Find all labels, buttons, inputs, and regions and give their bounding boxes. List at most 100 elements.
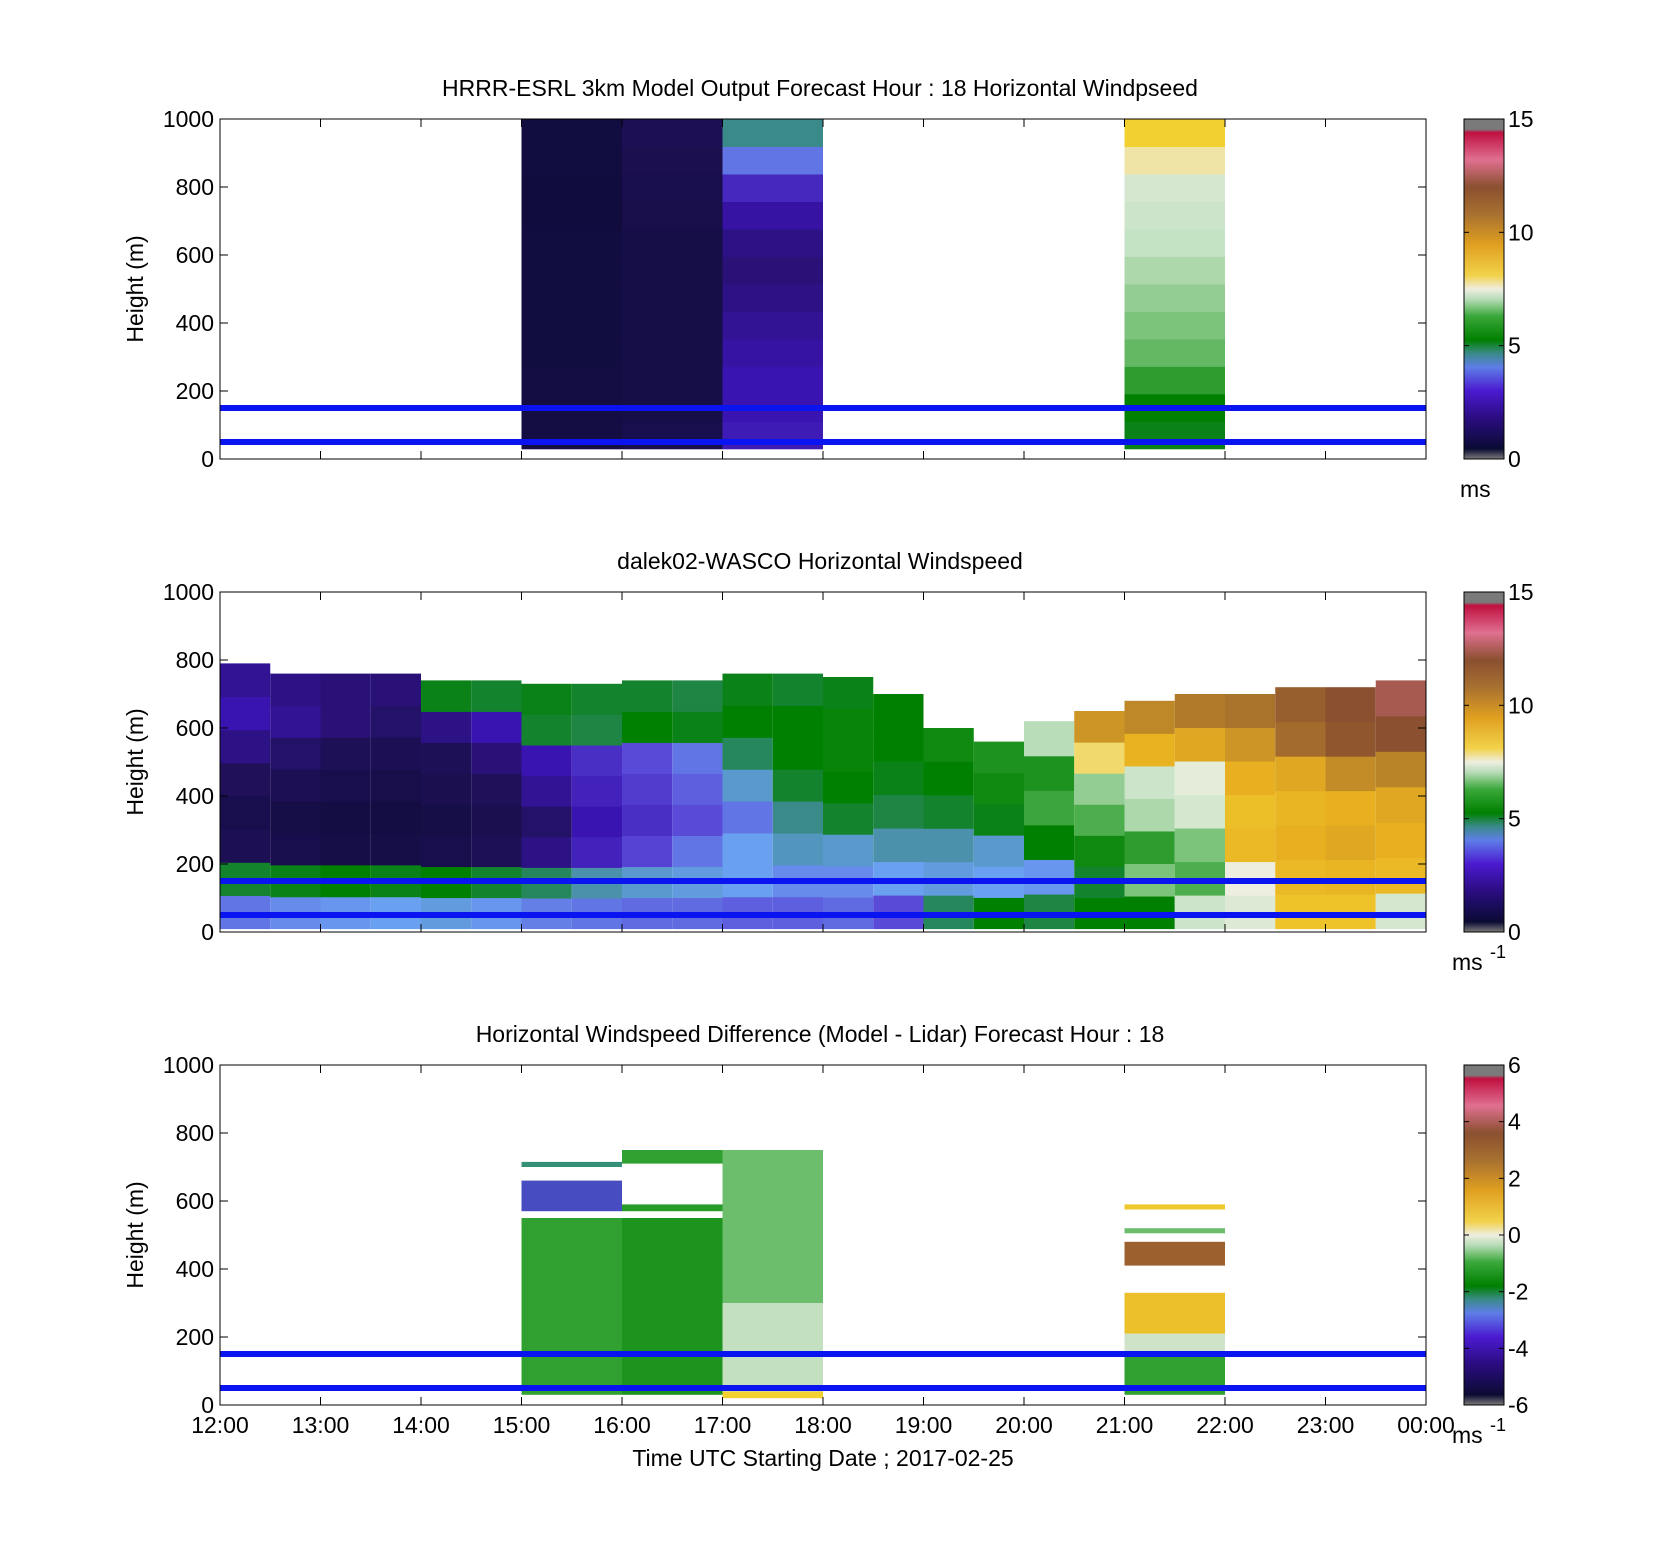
lidar-profile-15-cell (973, 835, 1024, 867)
lidar-profile-23-cell (1375, 893, 1426, 930)
lidar-profile-0-cell (220, 796, 271, 830)
y-tick-label: 800 (176, 647, 214, 673)
x-tick-label: 12:00 (191, 1412, 249, 1438)
panel2-title: dalek02-WASCO Horizontal Windspeed (617, 548, 1023, 574)
lidar-profile-21-cell (1275, 790, 1326, 826)
panel3-colorbar: -6 -4 -2 0 2 4 6 ms -1 (1452, 1052, 1529, 1448)
colorbar-unit-label: ms (1460, 476, 1491, 502)
x-tick-label: 13:00 (292, 1412, 350, 1438)
lidar-profile-22-cell (1325, 825, 1376, 861)
model-column-2-cell (722, 421, 823, 450)
lidar-profile-11-cell (772, 705, 823, 738)
model-column-3-cell (1124, 366, 1225, 395)
panel1-cells (521, 119, 1225, 450)
difference-segment (1124, 1204, 1225, 1210)
colorbar-tick-label: 0 (1508, 446, 1521, 472)
lidar-profile-10-cell (722, 737, 773, 770)
lidar-profile-17-cell (1074, 773, 1125, 805)
lidar-profile-13-cell (873, 794, 924, 829)
lidar-profile-5-cell (471, 680, 522, 712)
model-column-2-cell (722, 311, 823, 340)
model-column-0-cell (521, 311, 622, 340)
colorbar-tick-label: 15 (1508, 579, 1534, 605)
panel1-ylabel: Height (m) (122, 235, 148, 342)
model-column-2-cell (722, 366, 823, 395)
lidar-profile-4-cell (421, 711, 472, 743)
model-column-0-cell (521, 173, 622, 202)
colorbar-tick-label: 0 (1508, 1222, 1521, 1248)
y-tick-label: 800 (176, 1120, 214, 1146)
lidar-profile-19-cell (1174, 694, 1225, 729)
lidar-profile-5-cell (471, 711, 522, 743)
panel2-colorbar: 0 5 10 15 ms -1 (1452, 579, 1534, 975)
lidar-profile-6-cell (521, 806, 572, 838)
model-column-0-cell (521, 338, 622, 367)
colorbar-tick-label: 0 (1508, 919, 1521, 945)
colorbar-tick-label: 5 (1508, 333, 1521, 359)
lidar-profile-8-cell (622, 804, 673, 837)
lidar-profile-17-cell (1074, 804, 1125, 836)
lidar-profile-8-cell (622, 680, 673, 712)
x-tick-label: 15:00 (493, 1412, 551, 1438)
difference-segment (1124, 1333, 1225, 1354)
lidar-profile-21-cell (1275, 859, 1326, 895)
model-column-3-cell (1124, 201, 1225, 230)
model-column-0-cell (521, 256, 622, 285)
lidar-profile-22-cell (1325, 790, 1376, 826)
y-tick-label: 600 (176, 715, 214, 741)
lidar-profile-18-cell (1124, 765, 1175, 799)
model-column-3-cell (1124, 311, 1225, 340)
lidar-profile-4-cell (421, 835, 472, 868)
lidar-profile-7-cell (571, 714, 622, 746)
lidar-profile-3-cell (370, 737, 421, 770)
panel-windspeed-difference: Horizontal Windspeed Difference (Model -… (122, 1021, 1529, 1448)
lidar-profile-10-cell (722, 769, 773, 802)
model-column-1-cell (622, 146, 723, 175)
lidar-profile-20-cell (1225, 794, 1276, 829)
lidar-profile-14-cell (923, 828, 974, 863)
difference-segment (1124, 1228, 1225, 1234)
model-column-2-cell (722, 283, 823, 312)
x-axis-label: Time UTC Starting Date ; 2017-02-25 (632, 1445, 1013, 1471)
lidar-profile-23-cell (1375, 715, 1426, 752)
model-column-3-cell (1124, 146, 1225, 175)
colorbar-unit-label: ms (1452, 949, 1483, 975)
model-column-0-cell (521, 228, 622, 257)
lidar-profile-10-cell (722, 705, 773, 738)
difference-segment (722, 1150, 823, 1303)
lidar-profile-9-cell (672, 773, 723, 805)
lidar-profile-12-cell (823, 708, 874, 741)
colorbar-tick-label: 5 (1508, 806, 1521, 832)
lidar-profile-17-cell (1074, 742, 1125, 774)
lidar-profile-8-cell (622, 773, 673, 805)
y-tick-label: 400 (176, 1256, 214, 1282)
model-column-1-cell (622, 119, 723, 147)
y-tick-label: 200 (176, 378, 214, 404)
lidar-profile-23-cell (1375, 680, 1426, 717)
model-column-0-cell (521, 146, 622, 175)
colorbar-tick-label: -6 (1508, 1392, 1528, 1418)
lidar-profile-20-cell (1225, 727, 1276, 762)
lidar-profile-1-cell (270, 801, 321, 834)
model-column-2-cell (722, 201, 823, 230)
colorbar-tick-label: 4 (1508, 1109, 1521, 1135)
model-column-1-cell (622, 173, 723, 202)
y-tick-label: 200 (176, 851, 214, 877)
lidar-profile-2-cell (320, 737, 371, 770)
lidar-profile-10-cell (722, 673, 773, 706)
lidar-profile-14-cell (923, 761, 974, 796)
lidar-profile-22-cell (1325, 756, 1376, 792)
lidar-profile-11-cell (772, 801, 823, 834)
difference-segment (622, 1218, 723, 1395)
lidar-profile-23-cell (1375, 857, 1426, 894)
y-tick-label: 1000 (163, 106, 214, 132)
x-tick-label: 23:00 (1297, 1412, 1355, 1438)
lidar-profile-3-cell (370, 769, 421, 802)
difference-segment (622, 1204, 723, 1212)
model-column-1-cell (622, 311, 723, 340)
difference-segment (722, 1303, 823, 1392)
colorbar-unit-exponent: -1 (1490, 942, 1506, 962)
lidar-profile-1-cell (270, 832, 321, 866)
lidar-profile-3-cell (370, 832, 421, 866)
